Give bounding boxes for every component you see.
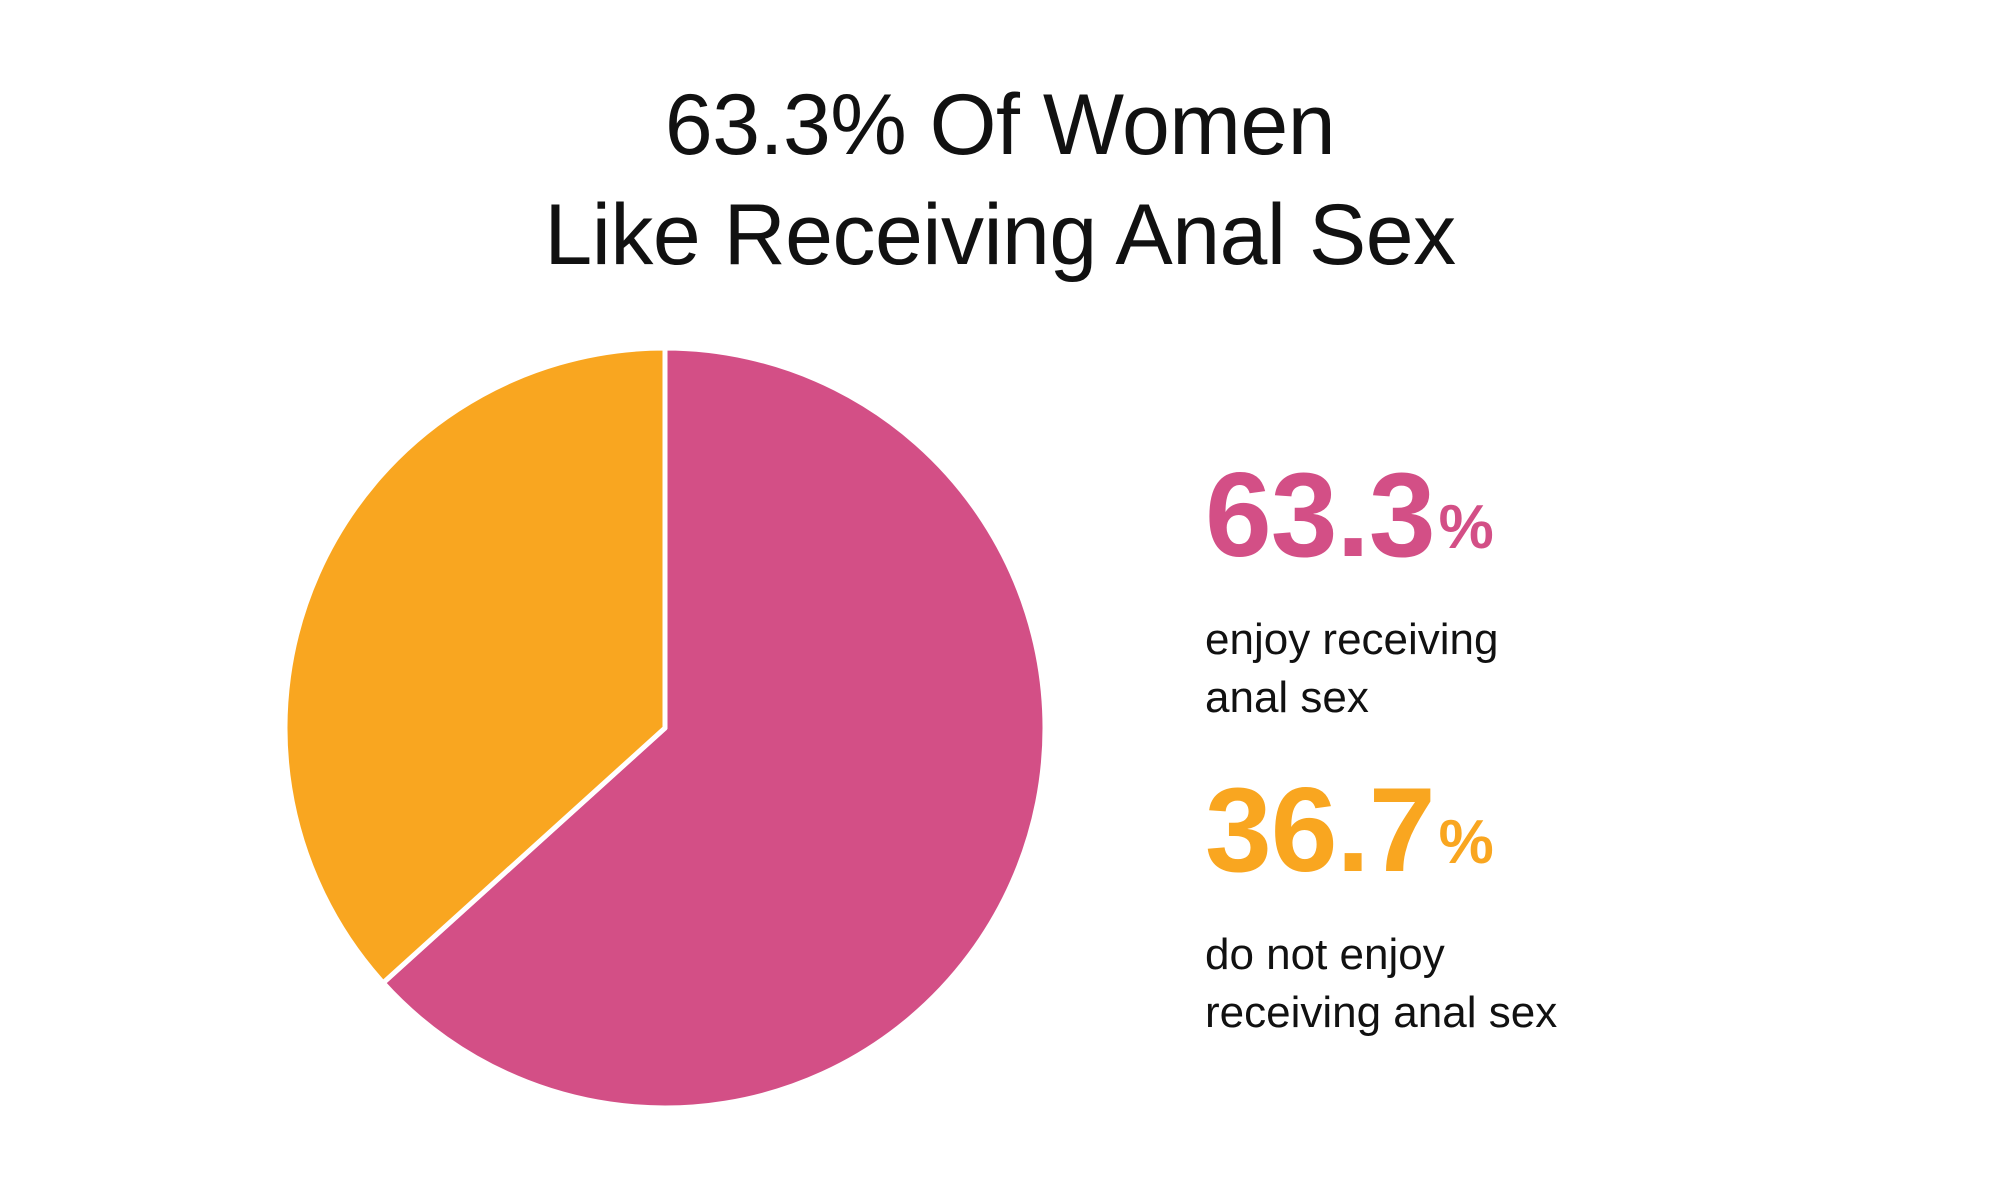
pie-slice-not-enjoy — [282, 345, 668, 986]
legend-not-enjoy-description: do not enjoy receiving anal sex — [1205, 926, 1765, 1042]
chart-title-line-1: 63.3% Of Women — [664, 77, 1336, 173]
chart-title-line-2: Like Receiving Anal Sex — [544, 187, 1456, 283]
chart-title: 63.3% Of Women Like Receiving Anal Sex — [0, 70, 2000, 290]
legend-enjoy-description: enjoy receiving anal sex — [1205, 611, 1765, 727]
pie-slice-enjoy — [380, 345, 1048, 1111]
legend-not-enjoy-value-row: 36.7% — [1205, 765, 1765, 908]
legend-not-enjoy-desc-line-2: receiving anal sex — [1205, 988, 1558, 1037]
legend-enjoy-value: 63.3 — [1205, 448, 1436, 582]
legend-enjoy: 63.3% enjoy receiving anal sex — [1205, 450, 1765, 727]
legend-enjoy-desc-line-1: enjoy receiving — [1205, 615, 1499, 664]
legend-enjoy-value-row: 63.3% — [1205, 450, 1765, 593]
legend-not-enjoy-value: 36.7 — [1205, 763, 1436, 897]
legend-enjoy-unit: % — [1438, 493, 1494, 562]
legend-not-enjoy-unit: % — [1438, 808, 1494, 877]
legend-not-enjoy: 36.7% do not enjoy receiving anal sex — [1205, 765, 1765, 1042]
legend-not-enjoy-desc-line-1: do not enjoy — [1205, 930, 1445, 979]
legend-enjoy-desc-line-2: anal sex — [1205, 673, 1369, 722]
